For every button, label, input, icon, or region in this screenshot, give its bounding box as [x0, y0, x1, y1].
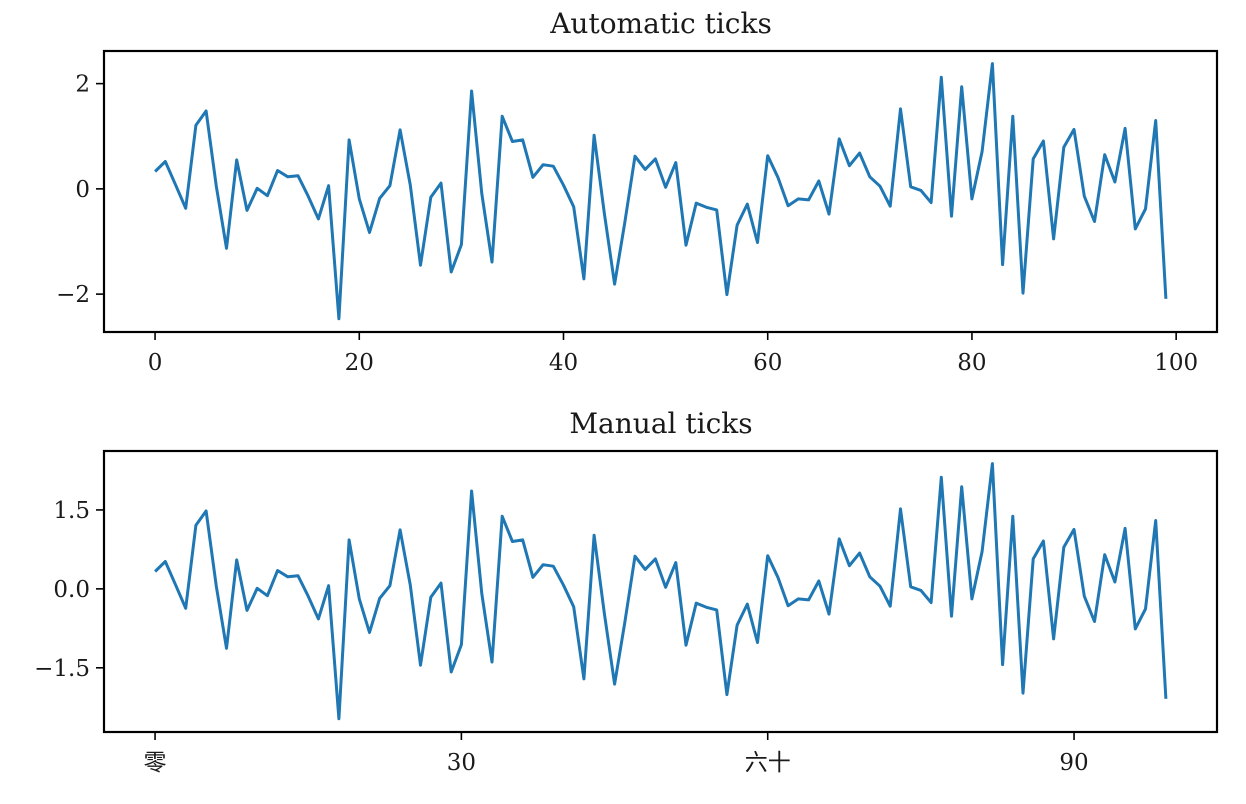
x-tick-label: 80 — [957, 350, 986, 376]
x-tick-label: 40 — [549, 350, 578, 376]
x-tick-label: 30 — [447, 750, 476, 776]
plot-frame — [102, 449, 1219, 734]
y-tick-label: −1.5 — [34, 656, 90, 682]
y-axis: −1.5 0.0 1.5 — [34, 498, 104, 682]
x-tick-label: 60 — [753, 350, 782, 376]
subplot-top: Automatic ticks 0 20 40 60 80 100 −2 0 2 — [56, 7, 1219, 376]
chart-title: Automatic ticks — [549, 7, 772, 40]
x-tick-label: 0 — [148, 350, 163, 376]
y-tick-label: 0.0 — [53, 577, 90, 603]
y-tick-label: −2 — [56, 282, 90, 308]
chart-title: Manual ticks — [569, 407, 752, 440]
plot-frame — [102, 49, 1219, 334]
subplot-bottom: Manual ticks 零 30 六十 90 −1.5 0.0 1.5 — [34, 407, 1219, 776]
x-tick-label: 20 — [345, 350, 374, 376]
x-tick-label: 六十 — [745, 750, 791, 776]
y-tick-label: 0 — [75, 177, 90, 203]
series-line — [154, 462, 1168, 721]
y-axis: −2 0 2 — [56, 72, 104, 308]
x-tick-label: 零 — [144, 750, 167, 776]
y-tick-label: 1.5 — [53, 498, 90, 524]
x-tick-label: 100 — [1154, 350, 1198, 376]
y-tick-label: 2 — [75, 72, 90, 98]
series-group — [154, 62, 1168, 321]
series-line — [154, 62, 1168, 321]
x-axis: 0 20 40 60 80 100 — [148, 332, 1198, 376]
x-axis: 零 30 六十 90 — [144, 732, 1089, 776]
series-group — [154, 462, 1168, 721]
x-tick-label: 90 — [1059, 750, 1088, 776]
